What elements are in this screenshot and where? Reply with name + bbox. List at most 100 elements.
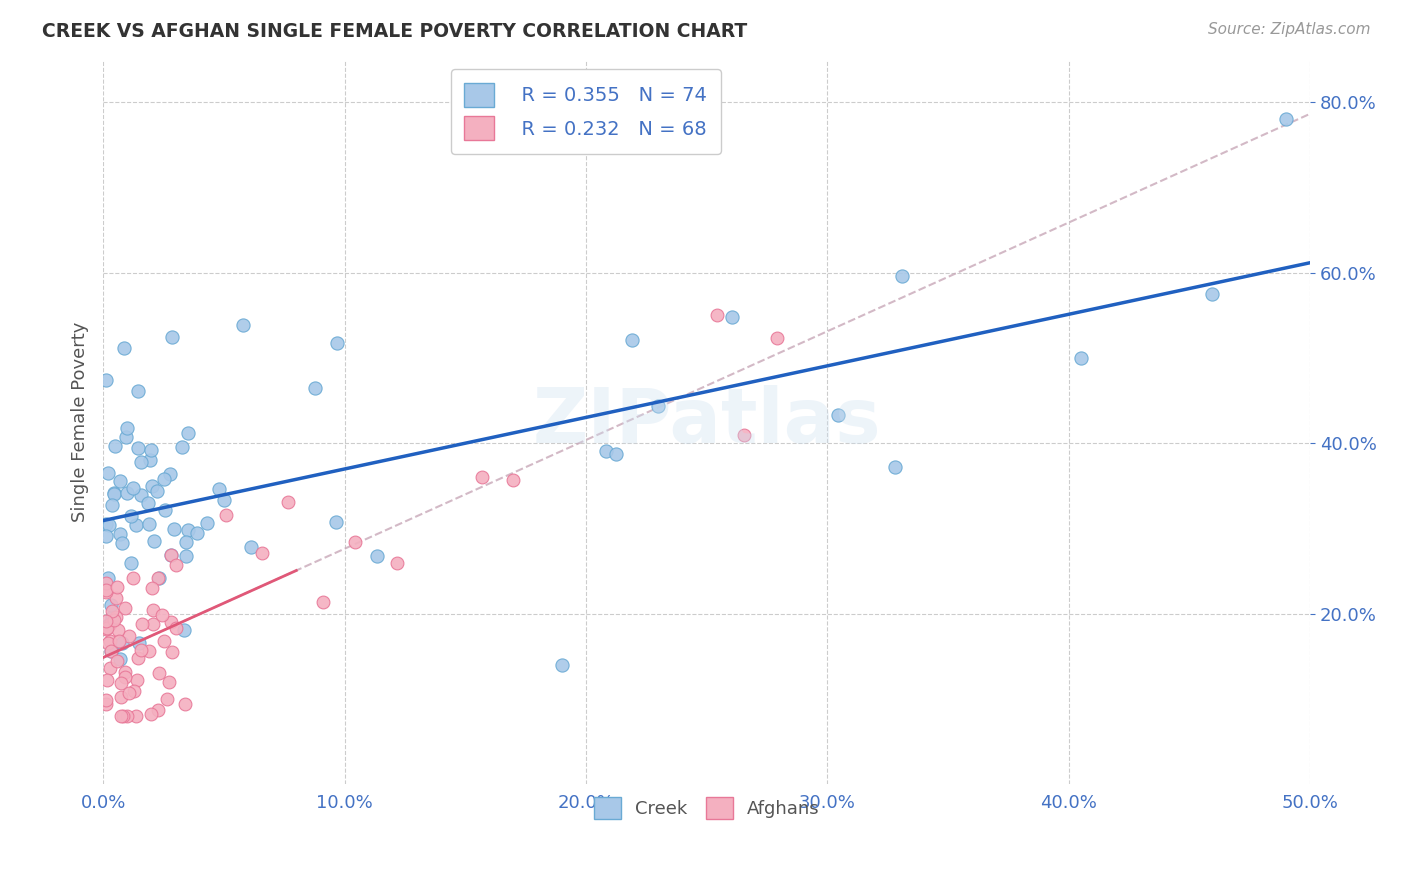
Point (160, 645, 183, 659)
Point (173, 623, 195, 637)
Point (891, 268, 914, 283)
Point (212, 493, 235, 508)
Point (98, 616, 121, 631)
Point (108, 651, 131, 665)
Point (186, 526, 208, 541)
Point (148, 665, 170, 680)
Point (325, 516, 347, 530)
Point (104, 609, 127, 624)
Point (326, 336, 349, 351)
Point (157, 675, 180, 690)
Point (94, 516, 117, 531)
Point (127, 441, 149, 455)
Point (94, 583, 117, 598)
Point (647, 399, 669, 413)
Point (131, 454, 153, 468)
Point (111, 709, 134, 723)
Point (108, 527, 131, 541)
Point (304, 381, 326, 395)
Point (160, 615, 183, 629)
Point (94, 584, 117, 599)
Point (111, 636, 134, 650)
Point (156, 692, 179, 706)
Point (111, 535, 134, 549)
Point (174, 549, 197, 564)
Point (146, 703, 169, 717)
Point (214, 508, 236, 522)
Point (343, 535, 366, 549)
Point (104, 591, 127, 606)
Point (883, 460, 905, 475)
Point (142, 533, 165, 548)
Point (97, 466, 120, 480)
Point (165, 621, 187, 635)
Point (110, 709, 132, 723)
Point (114, 430, 136, 444)
Point (94, 575, 117, 590)
Point (174, 534, 197, 549)
Point (165, 558, 187, 572)
Point (103, 485, 125, 500)
Point (114, 665, 136, 680)
Point (125, 709, 148, 723)
Point (96, 621, 118, 635)
Point (127, 651, 149, 665)
Point (101, 498, 124, 512)
Point (160, 549, 183, 563)
Point (97, 571, 120, 585)
Point (595, 444, 617, 458)
Point (120, 508, 142, 523)
Point (160, 329, 183, 343)
Point (100, 598, 122, 612)
Point (94, 697, 117, 711)
Point (107, 623, 129, 637)
Point (114, 600, 136, 615)
Point (118, 686, 141, 700)
Point (110, 474, 132, 488)
Point (240, 540, 263, 554)
Point (104, 439, 127, 453)
Point (138, 453, 160, 467)
Point (605, 447, 627, 461)
Point (163, 522, 186, 536)
Point (1201, 287, 1223, 301)
Point (176, 425, 198, 440)
Point (152, 472, 174, 486)
Point (131, 617, 153, 632)
Point (177, 523, 200, 537)
Point (125, 673, 148, 687)
Point (115, 709, 138, 723)
Point (129, 642, 152, 657)
Point (136, 496, 159, 510)
Point (98, 517, 121, 532)
Point (129, 488, 152, 502)
Point (121, 481, 143, 495)
Point (159, 548, 181, 562)
Point (146, 483, 169, 498)
Point (195, 516, 218, 530)
Point (141, 479, 163, 493)
Point (148, 571, 170, 585)
Point (114, 670, 136, 684)
Point (115, 421, 138, 435)
Point (153, 503, 176, 517)
Point (138, 516, 160, 531)
Point (98, 661, 121, 675)
Point (141, 707, 163, 722)
Point (1275, 112, 1298, 127)
Point (150, 607, 173, 622)
Text: Source: ZipAtlas.com: Source: ZipAtlas.com (1208, 22, 1371, 37)
Point (766, 331, 789, 345)
Point (141, 581, 163, 595)
Point (101, 604, 124, 618)
Point (720, 310, 742, 325)
Point (98, 634, 121, 648)
Point (125, 518, 148, 533)
Point (94, 528, 117, 542)
Point (94, 693, 117, 707)
Point (174, 698, 197, 712)
Point (120, 556, 142, 570)
Y-axis label: Single Female Poverty: Single Female Poverty (72, 322, 89, 522)
Point (827, 408, 849, 422)
Text: CREEK VS AFGHAN SINGLE FEMALE POVERTY CORRELATION CHART: CREEK VS AFGHAN SINGLE FEMALE POVERTY CO… (42, 22, 748, 41)
